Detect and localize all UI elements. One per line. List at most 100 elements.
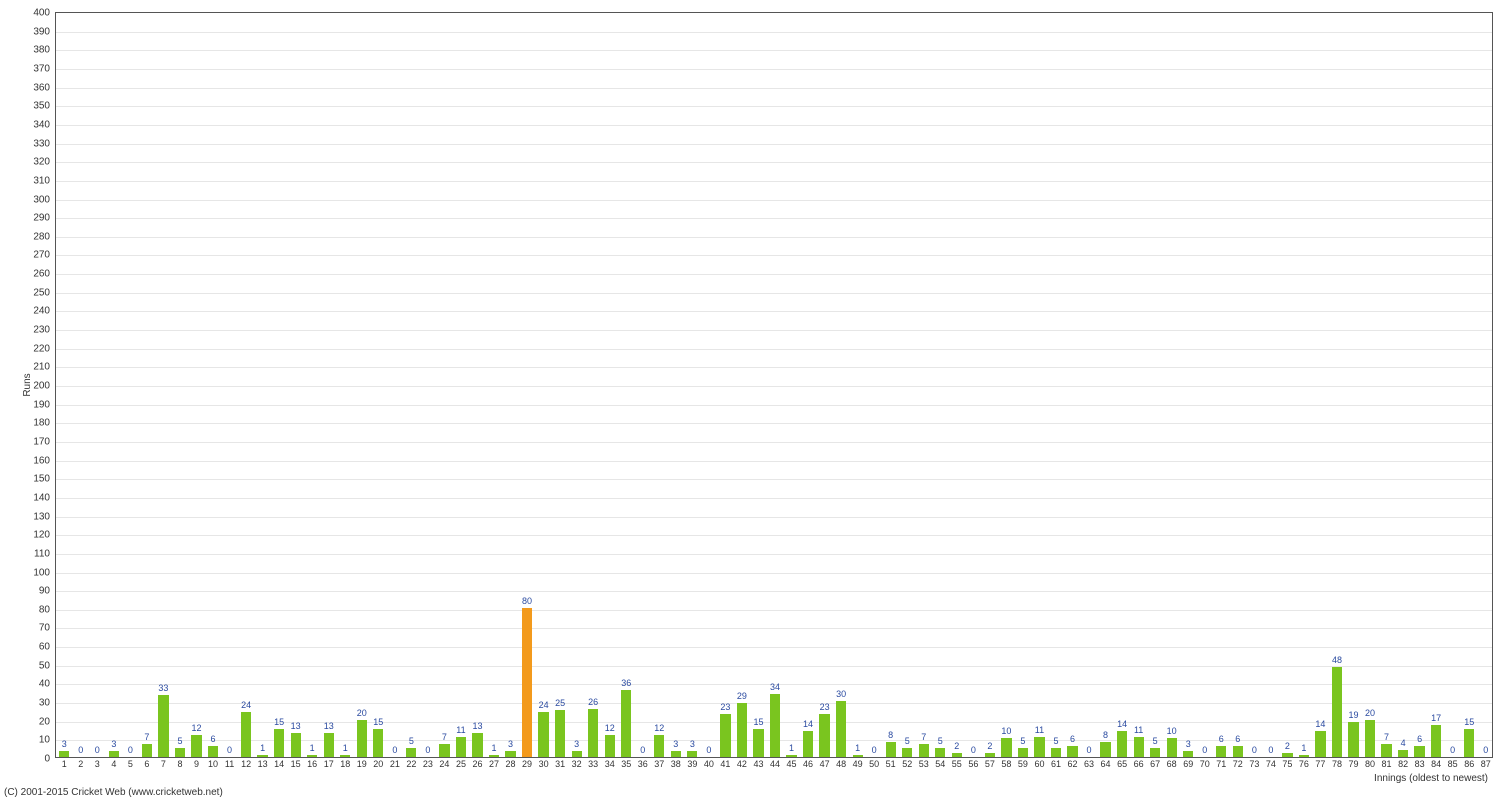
bar-value-label: 20 bbox=[357, 708, 367, 718]
bar bbox=[1216, 746, 1226, 757]
plot-area: 0102030405060708090100110120130140150160… bbox=[55, 12, 1493, 758]
x-tick-label: 57 bbox=[985, 759, 995, 769]
bar bbox=[1414, 746, 1424, 757]
y-tick-label: 30 bbox=[39, 698, 56, 709]
x-tick-label: 58 bbox=[1001, 759, 1011, 769]
bar-value-label: 0 bbox=[392, 745, 397, 755]
bar-value-label: 15 bbox=[274, 717, 284, 727]
y-tick-label: 250 bbox=[33, 287, 56, 298]
bar-value-label: 20 bbox=[1365, 708, 1375, 718]
y-tick-label: 220 bbox=[33, 343, 56, 354]
x-tick-label: 77 bbox=[1315, 759, 1325, 769]
bar bbox=[324, 733, 334, 757]
y-tick-label: 230 bbox=[33, 325, 56, 336]
bar-value-label: 8 bbox=[888, 730, 893, 740]
x-tick-label: 60 bbox=[1034, 759, 1044, 769]
y-tick-label: 120 bbox=[33, 530, 56, 541]
x-tick-label: 73 bbox=[1249, 759, 1259, 769]
y-tick-label: 270 bbox=[33, 250, 56, 261]
bar-value-label: 3 bbox=[111, 739, 116, 749]
bar bbox=[819, 714, 829, 757]
y-tick-label: 370 bbox=[33, 63, 56, 74]
bar bbox=[836, 701, 846, 757]
bar bbox=[1332, 667, 1342, 757]
bar-value-label: 0 bbox=[706, 745, 711, 755]
bar-value-label: 11 bbox=[456, 725, 465, 735]
bar-value-label: 5 bbox=[177, 736, 182, 746]
x-tick-label: 42 bbox=[737, 759, 747, 769]
x-tick-label: 29 bbox=[522, 759, 532, 769]
gridline bbox=[56, 666, 1492, 667]
bar bbox=[902, 748, 912, 757]
bar bbox=[1117, 731, 1127, 757]
x-tick-label: 51 bbox=[886, 759, 896, 769]
bar-value-label: 0 bbox=[227, 745, 232, 755]
bar bbox=[505, 751, 515, 757]
gridline bbox=[56, 405, 1492, 406]
x-tick-label: 52 bbox=[902, 759, 912, 769]
bar bbox=[1051, 748, 1061, 757]
x-tick-label: 37 bbox=[654, 759, 664, 769]
y-tick-label: 280 bbox=[33, 231, 56, 242]
y-tick-label: 100 bbox=[33, 567, 56, 578]
x-tick-label: 27 bbox=[489, 759, 499, 769]
gridline bbox=[56, 647, 1492, 648]
x-tick-label: 62 bbox=[1068, 759, 1078, 769]
gridline bbox=[56, 386, 1492, 387]
y-tick-label: 130 bbox=[33, 511, 56, 522]
x-tick-label: 8 bbox=[177, 759, 182, 769]
x-tick-label: 6 bbox=[144, 759, 149, 769]
bar bbox=[1001, 738, 1011, 757]
bar bbox=[472, 733, 482, 757]
x-tick-label: 34 bbox=[605, 759, 615, 769]
x-tick-label: 86 bbox=[1464, 759, 1474, 769]
gridline bbox=[56, 628, 1492, 629]
x-tick-label: 30 bbox=[539, 759, 549, 769]
bar-value-label: 12 bbox=[605, 723, 615, 733]
gridline bbox=[56, 554, 1492, 555]
bar-value-label: 48 bbox=[1332, 655, 1342, 665]
y-tick-label: 70 bbox=[39, 623, 56, 634]
bar bbox=[687, 751, 697, 757]
bar bbox=[439, 744, 449, 757]
gridline bbox=[56, 479, 1492, 480]
gridline bbox=[56, 274, 1492, 275]
bar-value-label: 6 bbox=[211, 734, 216, 744]
bar-value-label: 33 bbox=[158, 683, 168, 693]
x-tick-label: 69 bbox=[1183, 759, 1193, 769]
x-tick-label: 46 bbox=[803, 759, 813, 769]
x-tick-label: 66 bbox=[1134, 759, 1144, 769]
bar bbox=[1464, 729, 1474, 757]
bar-value-label: 6 bbox=[1235, 734, 1240, 744]
gridline bbox=[56, 181, 1492, 182]
x-tick-label: 81 bbox=[1382, 759, 1392, 769]
bar-value-label: 34 bbox=[770, 682, 780, 692]
bar-value-label: 3 bbox=[508, 739, 513, 749]
bar-value-label: 14 bbox=[1117, 719, 1127, 729]
x-tick-label: 7 bbox=[161, 759, 166, 769]
bar-value-label: 30 bbox=[836, 689, 846, 699]
x-tick-label: 28 bbox=[506, 759, 516, 769]
x-tick-label: 45 bbox=[787, 759, 797, 769]
gridline bbox=[56, 32, 1492, 33]
bar-value-label: 0 bbox=[78, 745, 83, 755]
bar-value-label: 0 bbox=[1252, 745, 1257, 755]
x-tick-label: 70 bbox=[1200, 759, 1210, 769]
x-tick-label: 79 bbox=[1348, 759, 1358, 769]
x-tick-label: 32 bbox=[572, 759, 582, 769]
bar bbox=[1299, 755, 1309, 757]
y-tick-label: 340 bbox=[33, 119, 56, 130]
y-tick-label: 80 bbox=[39, 604, 56, 615]
gridline bbox=[56, 162, 1492, 163]
x-tick-label: 68 bbox=[1167, 759, 1177, 769]
x-tick-label: 16 bbox=[307, 759, 317, 769]
bar bbox=[985, 753, 995, 757]
x-tick-label: 25 bbox=[456, 759, 466, 769]
x-tick-label: 39 bbox=[687, 759, 697, 769]
x-tick-label: 40 bbox=[704, 759, 714, 769]
bar bbox=[241, 712, 251, 757]
x-tick-label: 12 bbox=[241, 759, 251, 769]
y-tick-label: 360 bbox=[33, 82, 56, 93]
x-tick-label: 84 bbox=[1431, 759, 1441, 769]
y-tick-label: 310 bbox=[33, 175, 56, 186]
